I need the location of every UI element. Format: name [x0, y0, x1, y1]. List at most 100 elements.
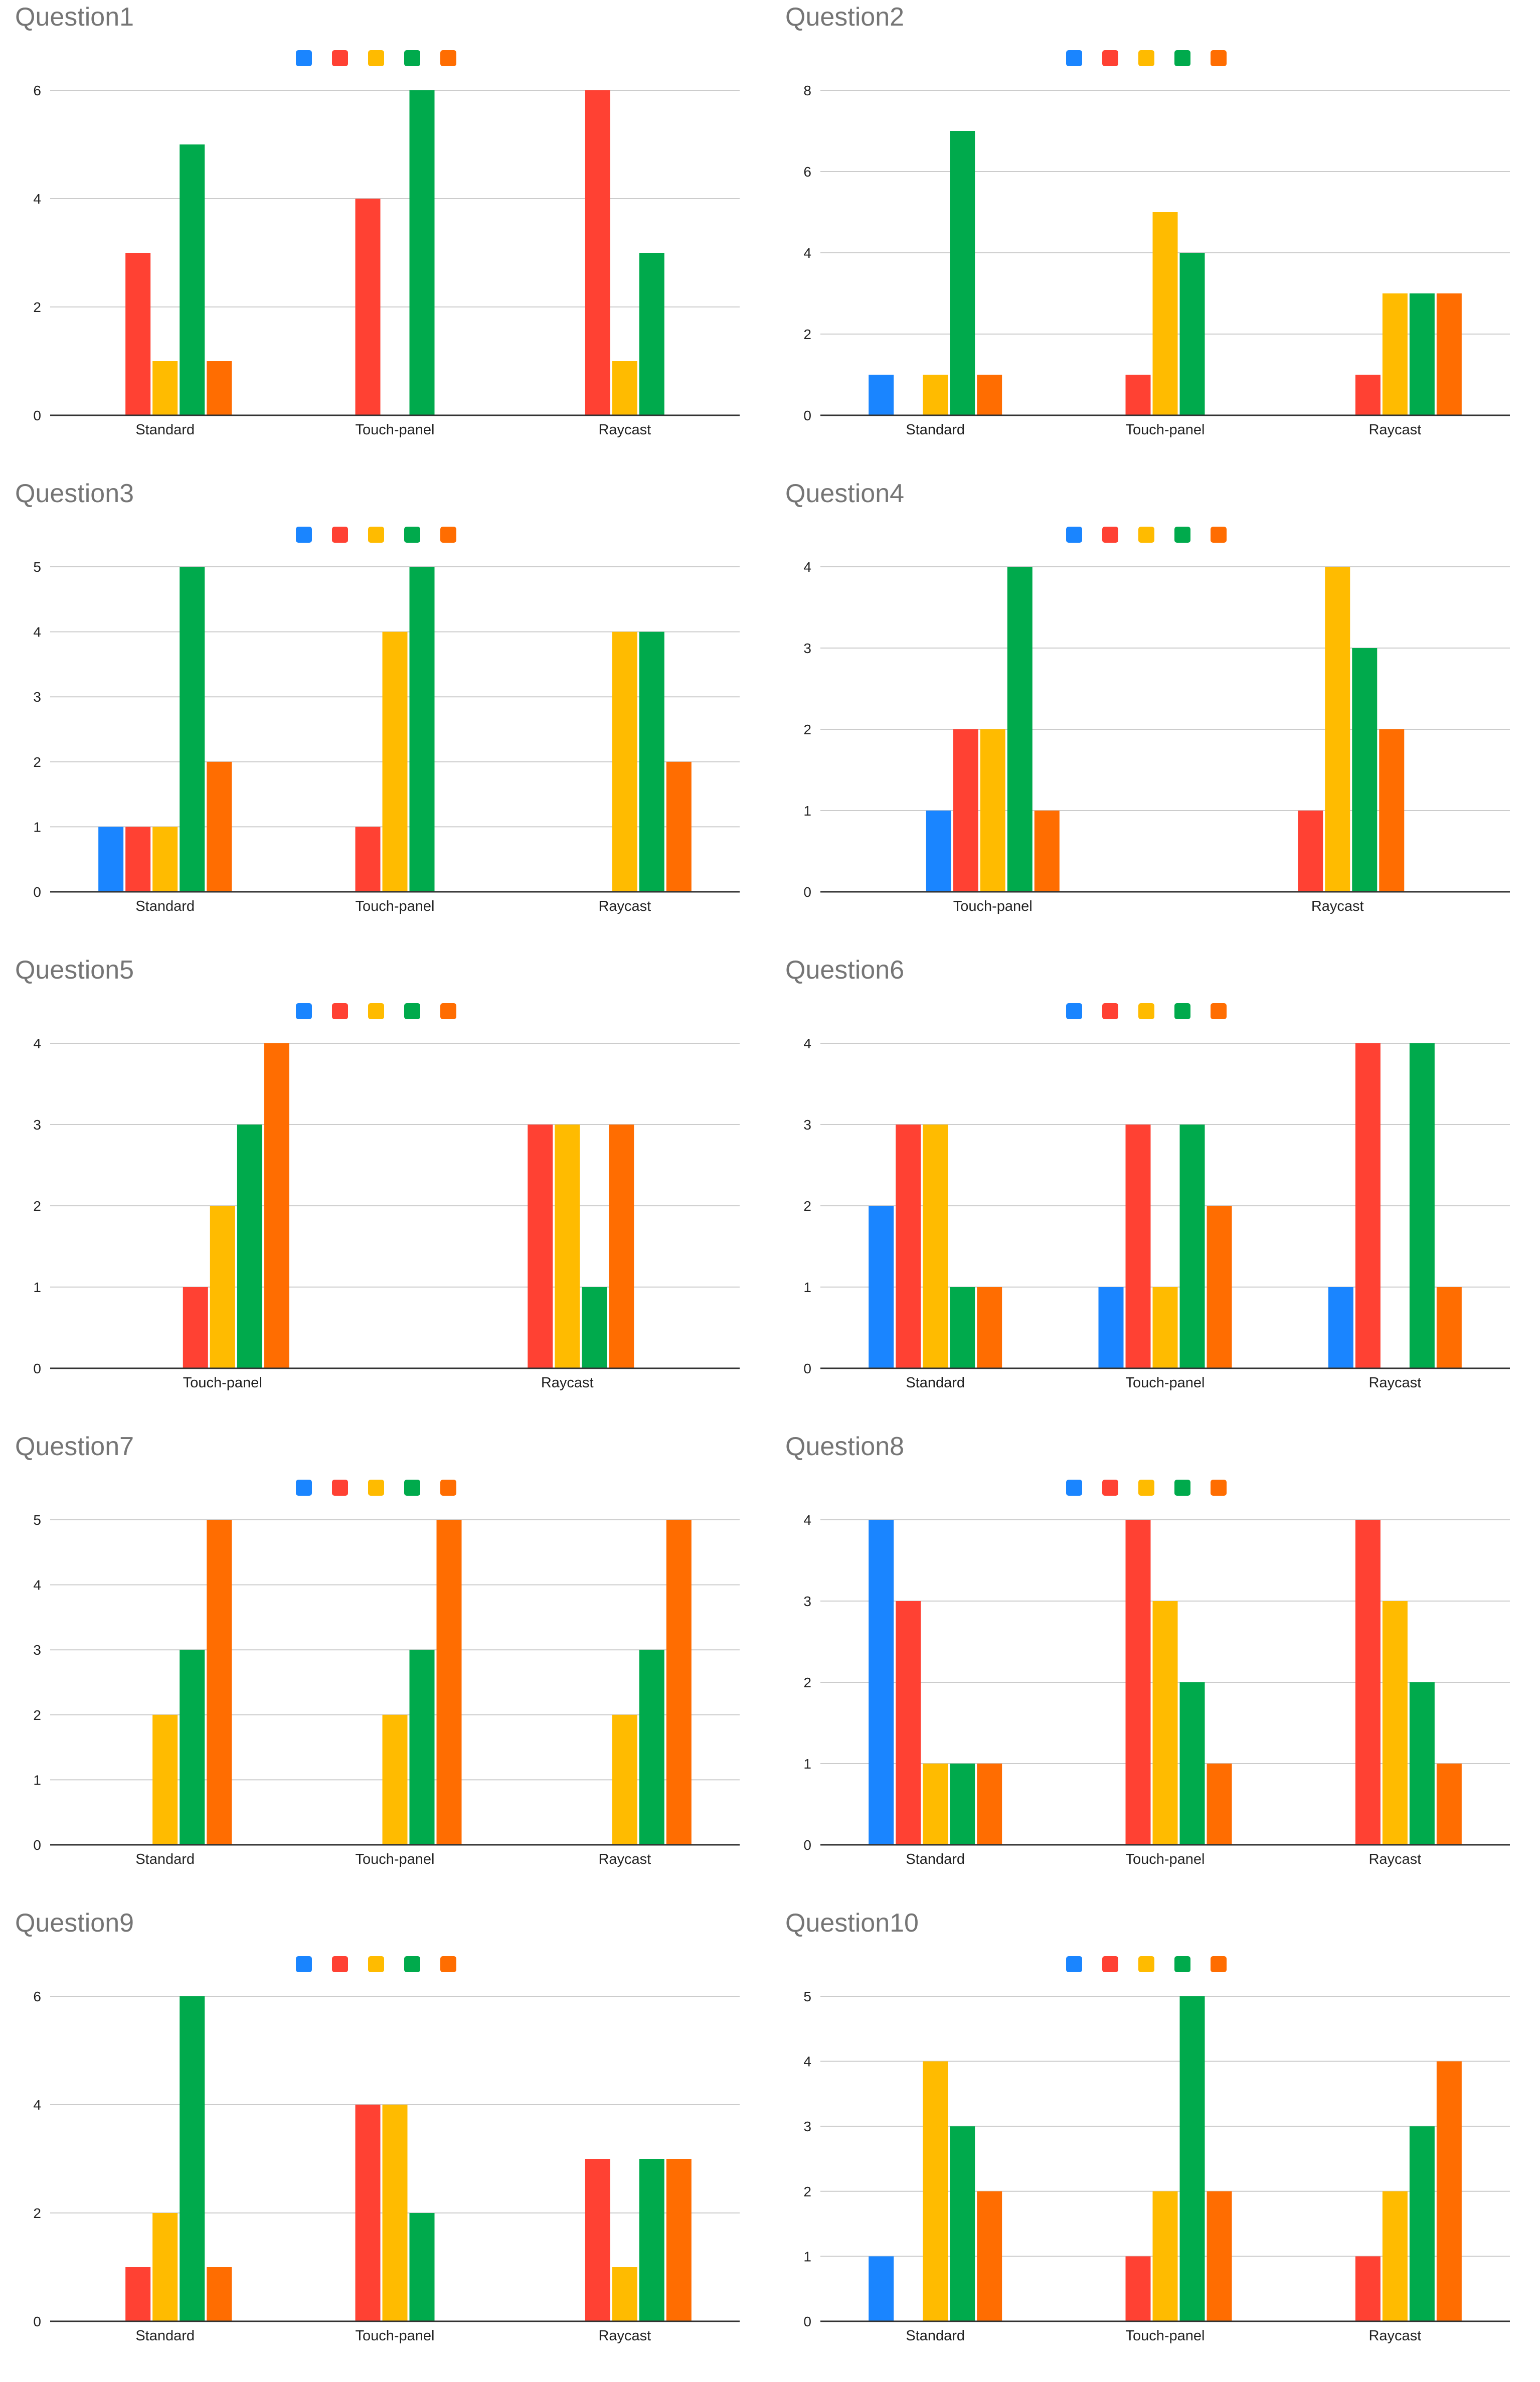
x-category-label: Standard — [906, 422, 965, 438]
bar — [953, 729, 978, 892]
legend-swatch — [296, 527, 312, 543]
x-category-label: Raycast — [598, 898, 651, 914]
legend-swatch — [1174, 527, 1190, 543]
legend-swatch — [332, 1956, 348, 1972]
legend-swatch — [332, 1480, 348, 1496]
chart-title: Question2 — [785, 3, 905, 32]
bar — [1409, 2126, 1435, 2321]
bar — [1152, 1601, 1178, 1845]
legend-swatch — [1066, 1003, 1082, 1019]
x-category-label: Touch-panel — [1126, 2328, 1205, 2344]
y-tick-label: 6 — [803, 164, 811, 180]
chart-title: Question7 — [15, 1432, 134, 1461]
bar — [152, 1714, 178, 1845]
y-tick-label: 2 — [33, 2205, 41, 2221]
bar — [1382, 293, 1408, 415]
legend-swatch — [1102, 1003, 1118, 1019]
bar — [555, 1125, 580, 1368]
bar — [950, 131, 975, 415]
x-category-label: Touch-panel — [356, 422, 435, 438]
bar — [1325, 567, 1350, 892]
bar — [926, 811, 951, 892]
y-tick-label: 2 — [33, 299, 41, 315]
bar — [869, 1206, 894, 1368]
y-tick-label: 1 — [803, 1280, 811, 1295]
y-tick-label: 1 — [33, 1280, 41, 1295]
chart-title: Question4 — [785, 479, 905, 508]
y-tick-label: 0 — [803, 884, 811, 900]
chart-legend — [1066, 50, 1247, 68]
bar — [609, 1125, 634, 1368]
bar — [977, 1287, 1002, 1368]
bar — [1125, 1125, 1151, 1368]
y-tick-label: 2 — [33, 1198, 41, 1214]
x-category-label: Raycast — [1368, 1375, 1421, 1391]
x-category-label: Standard — [906, 1375, 965, 1391]
x-category-label: Standard — [135, 2328, 195, 2344]
x-category-label: Raycast — [1368, 1851, 1421, 1867]
bar — [207, 1520, 232, 1845]
legend-swatch — [1066, 50, 1082, 66]
bar — [1125, 1520, 1151, 1845]
chart-svg: 0 1 2 3 4 Touch-panel Raycast — [803, 559, 1510, 914]
bar — [436, 1520, 462, 1845]
y-tick-label: 3 — [33, 1117, 41, 1133]
legend-swatch — [1174, 1956, 1190, 1972]
legend-swatch — [1211, 1003, 1227, 1019]
legend-swatch — [1102, 1480, 1118, 1496]
y-tick-label: 5 — [33, 1512, 41, 1528]
chart-legend — [296, 527, 476, 545]
bar — [125, 827, 151, 892]
bar — [1352, 648, 1378, 892]
bar — [1409, 1682, 1435, 1845]
legend-swatch — [1066, 1956, 1082, 1972]
bar — [1207, 1206, 1232, 1368]
bar — [612, 2267, 637, 2321]
x-category-label: Standard — [906, 1851, 965, 1867]
bar — [1436, 1764, 1462, 1845]
bar — [152, 827, 178, 892]
bar — [1152, 2191, 1178, 2321]
bar — [382, 631, 408, 892]
y-tick-label: 0 — [33, 884, 41, 900]
bar — [977, 375, 1002, 415]
bar — [207, 2267, 232, 2321]
bar — [1298, 811, 1323, 892]
bar — [869, 375, 894, 415]
bar — [896, 1125, 921, 1368]
legend-swatch — [368, 527, 384, 543]
legend-swatch — [1174, 50, 1190, 66]
y-tick-label: 6 — [33, 83, 41, 98]
bar — [666, 1520, 692, 1845]
bar — [207, 761, 232, 892]
bar — [355, 827, 381, 892]
bar — [1382, 2191, 1408, 2321]
bar — [1125, 375, 1151, 415]
x-category-label: Touch-panel — [1126, 422, 1205, 438]
bar — [1152, 1287, 1178, 1368]
bar — [1034, 811, 1060, 892]
x-category-label: Raycast — [598, 2328, 651, 2344]
bar — [639, 2159, 664, 2321]
bar — [977, 1764, 1002, 1845]
y-tick-label: 2 — [803, 1198, 811, 1214]
y-tick-label: 2 — [33, 1707, 41, 1723]
bar — [1125, 2256, 1151, 2321]
legend-swatch — [368, 50, 384, 66]
bar — [409, 2213, 435, 2321]
bar — [1355, 1043, 1381, 1368]
bar — [1207, 2191, 1232, 2321]
y-tick-label: 3 — [803, 1117, 811, 1133]
bar — [923, 375, 948, 415]
bar — [1409, 293, 1435, 415]
legend-swatch — [440, 50, 456, 66]
chart-svg: 0 1 2 3 4 5 Standard Touch-panel Raycast — [803, 1989, 1510, 2344]
legend-swatch — [1138, 50, 1154, 66]
legend-swatch — [368, 1480, 384, 1496]
legend-swatch — [1138, 1956, 1154, 1972]
bar — [1436, 293, 1462, 415]
y-tick-label: 0 — [33, 1361, 41, 1376]
legend-swatch — [404, 1956, 420, 1972]
y-tick-label: 4 — [803, 2054, 811, 2070]
chart-panel-3: 0 1 2 3 4 5 Standard Touch-panel Raycast Question… — [0, 477, 770, 952]
